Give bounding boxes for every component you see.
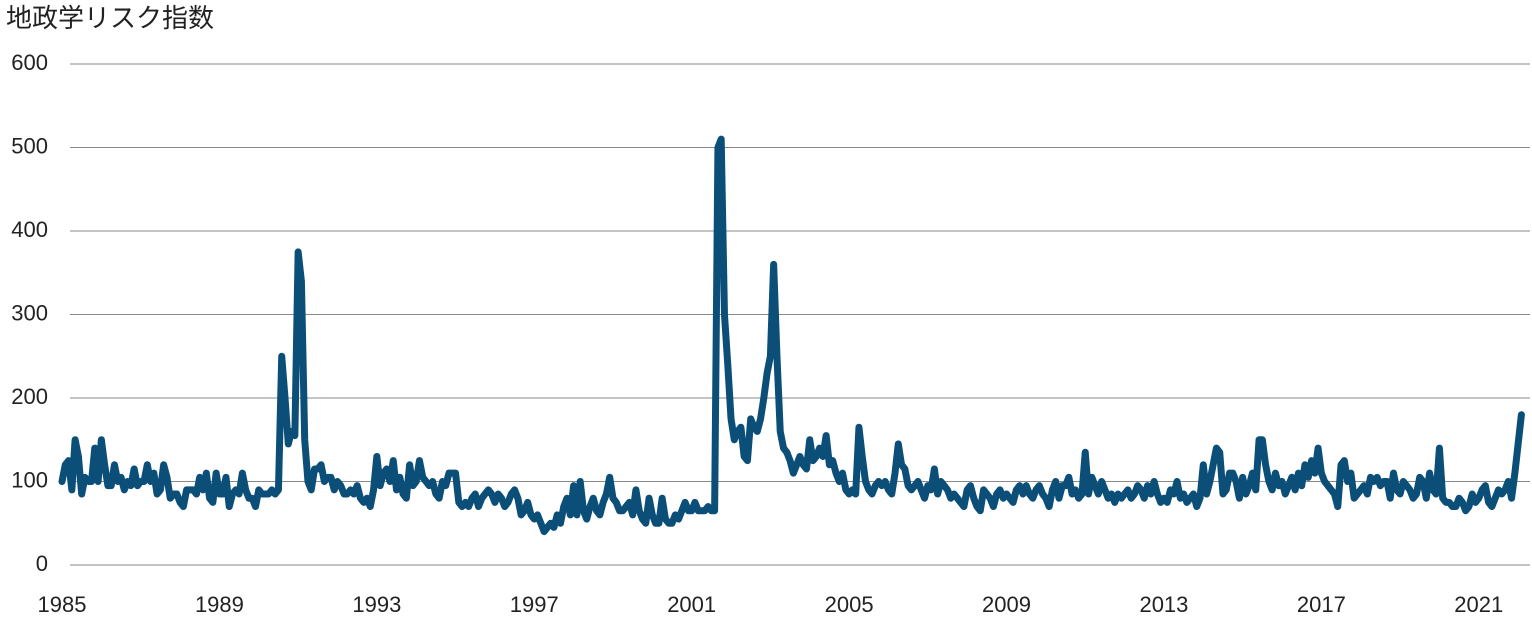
y-tick-label: 100	[11, 467, 48, 492]
x-tick-label: 1985	[38, 592, 87, 617]
x-tick-label: 2021	[1454, 592, 1503, 617]
x-tick-label: 2005	[825, 592, 874, 617]
x-tick-label: 1989	[195, 592, 244, 617]
y-tick-label: 0	[36, 551, 48, 576]
x-tick-label: 1993	[352, 592, 401, 617]
chart-title: 地政学リスク指数	[6, 3, 214, 33]
y-tick-label: 300	[11, 300, 48, 325]
y-tick-label: 200	[11, 384, 48, 409]
x-tick-label: 1997	[510, 592, 559, 617]
x-tick-label: 2013	[1139, 592, 1188, 617]
y-tick-label: 500	[11, 133, 48, 158]
data-line	[58, 135, 1525, 536]
x-tick-label: 2001	[667, 592, 716, 617]
y-tick-label: 400	[11, 217, 48, 242]
y-tick-label: 600	[11, 50, 48, 75]
x-tick-label: 2009	[982, 592, 1031, 617]
x-tick-label: 2017	[1297, 592, 1346, 617]
